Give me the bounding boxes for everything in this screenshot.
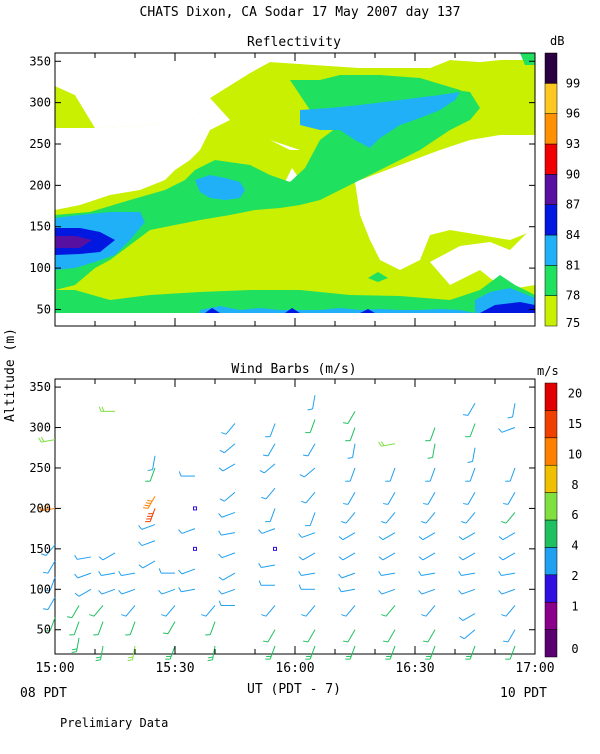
wind-barb: [39, 437, 55, 442]
wind-colorbar-cell: [545, 520, 557, 547]
ref-colorbar-cell: [545, 265, 557, 295]
wind-colorbar-label: 4: [571, 539, 578, 553]
ref-colorbar-cell: [545, 174, 557, 204]
wind-colorbar-cell: [545, 438, 557, 465]
x-axis-label: UT (PDT - 7): [247, 682, 341, 697]
wind-colorbar-label: 15: [568, 417, 582, 431]
wind-colorbar-cell: [545, 465, 557, 492]
wind-colorbar-label: 20: [568, 386, 582, 400]
ref-colorbar-label: 84: [566, 228, 580, 242]
wind-ytick-label: 300: [29, 421, 51, 435]
ref-colorbar-label: 99: [566, 76, 580, 90]
ref-colorbar-cell: [545, 144, 557, 174]
wind-colorbar-label: 0: [571, 642, 578, 656]
y-axis-label: Altitude (m): [3, 328, 18, 422]
ref-ytick-label: 250: [29, 137, 51, 151]
wind-ytick-label: 350: [29, 380, 51, 394]
ref-colorbar-cell: [545, 53, 557, 83]
wind-colorbar-label: 6: [571, 508, 578, 522]
wind-colorbar-cell: [545, 383, 557, 410]
ref-ytick-label: 300: [29, 96, 51, 110]
figure-title: CHATS Dixon, CA Sodar 17 May 2007 day 13…: [140, 5, 461, 20]
ref-colorbar-unit: dB: [550, 34, 564, 48]
ref-colorbar-cell: [545, 114, 557, 144]
ref-ytick-label: 50: [37, 302, 51, 316]
wind-title: Wind Barbs (m/s): [231, 362, 356, 377]
wind-ytick-label: 200: [29, 501, 51, 515]
wind-ytick-label: 150: [29, 542, 51, 556]
wind-ytick-label: 50: [37, 623, 51, 637]
wind-colorbar-label: 8: [571, 478, 578, 492]
wind-ytick-label: 100: [29, 582, 51, 596]
ref-colorbar-cell: [545, 205, 557, 235]
ref-colorbar-label: 87: [566, 198, 580, 212]
ref-colorbar-cell: [545, 83, 557, 113]
wind-xtick-label: 17:00: [515, 661, 554, 676]
wind-colorbar-cell: [545, 602, 557, 629]
reflectivity-contours: [55, 53, 535, 326]
reflectivity-title: Reflectivity: [247, 35, 341, 50]
x-right-sublabel: 10 PDT: [500, 686, 547, 701]
wind-colorbar-cell: [545, 493, 557, 520]
wind-barb: [43, 561, 55, 573]
wind-xtick-label: 15:00: [35, 661, 74, 676]
ref-colorbar-label: 81: [566, 258, 580, 272]
ref-colorbar-cell: [545, 296, 557, 326]
wind-colorbar-unit: m/s: [537, 364, 559, 378]
ref-colorbar-label: 75: [566, 316, 580, 330]
wind-colorbar-label: 1: [571, 600, 578, 614]
wind-xtick-label: 16:30: [395, 661, 434, 676]
ref-ytick-label: 200: [29, 178, 51, 192]
reflectivity-colorbar: 75 78 81 84 87 90 93 96 99 dB: [545, 34, 580, 330]
wind-colorbar: 0 1 2 4 6 8 10 15 20 m/s: [537, 364, 582, 657]
ref-colorbar-label: 96: [566, 107, 580, 121]
wind-ytick-label: 250: [29, 461, 51, 475]
ref-colorbar-label: 78: [566, 289, 580, 303]
footer-note: Prelimiary Data: [60, 716, 168, 730]
ref-ytick-label: 100: [29, 261, 51, 275]
ref-ytick-label: 150: [29, 220, 51, 234]
reflectivity-panel: Reflectivity: [29, 34, 580, 330]
wind-barb: [43, 597, 55, 609]
ref-colorbar-label: 93: [566, 137, 580, 151]
wind-colorbar-cell: [545, 547, 557, 574]
wind-plot-area: [55, 379, 535, 654]
wind-colorbar-cell: [545, 630, 557, 657]
ref-colorbar-cell: [545, 235, 557, 265]
wind-colorbar-label: 10: [568, 447, 582, 461]
x-left-sublabel: 08 PDT: [20, 686, 67, 701]
wind-colorbar-label: 2: [571, 569, 578, 583]
wind-colorbar-cell: [545, 410, 557, 437]
ref-colorbar-label: 90: [566, 167, 580, 181]
wind-xtick-label: 15:30: [155, 661, 194, 676]
ref-ytick-label: 350: [29, 54, 51, 68]
wind-colorbar-cell: [545, 575, 557, 602]
wind-xtick-label: 16:00: [275, 661, 314, 676]
